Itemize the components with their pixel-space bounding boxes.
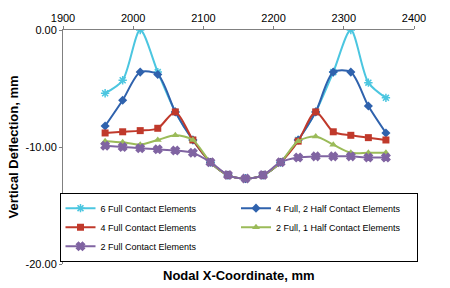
- svg-text:1900: 1900: [51, 12, 75, 24]
- svg-text:Nodal X-Coordinate, mm: Nodal X-Coordinate, mm: [163, 268, 315, 283]
- svg-text:2400: 2400: [402, 12, 426, 24]
- svg-text:Vertical Deflection, mm: Vertical Deflection, mm: [6, 75, 21, 218]
- svg-text:2300: 2300: [332, 12, 356, 24]
- svg-text:6 Full Contact Elements: 6 Full Contact Elements: [101, 204, 197, 214]
- svg-text:-10.00: -10.00: [26, 141, 57, 153]
- svg-text:2000: 2000: [121, 12, 145, 24]
- svg-text:2 Full Contact Elements: 2 Full Contact Elements: [101, 242, 197, 252]
- svg-text:2200: 2200: [261, 12, 285, 24]
- svg-text:0.00: 0.00: [35, 24, 56, 36]
- svg-text:4 Full Contact Elements: 4 Full Contact Elements: [101, 223, 197, 233]
- svg-text:-20.00: -20.00: [26, 258, 57, 270]
- svg-text:2 Full, 1 Half Contact Element: 2 Full, 1 Half Contact Elements: [276, 223, 401, 233]
- svg-text:4 Full, 2 Half Contact Element: 4 Full, 2 Half Contact Elements: [276, 204, 401, 214]
- svg-text:2100: 2100: [191, 12, 215, 24]
